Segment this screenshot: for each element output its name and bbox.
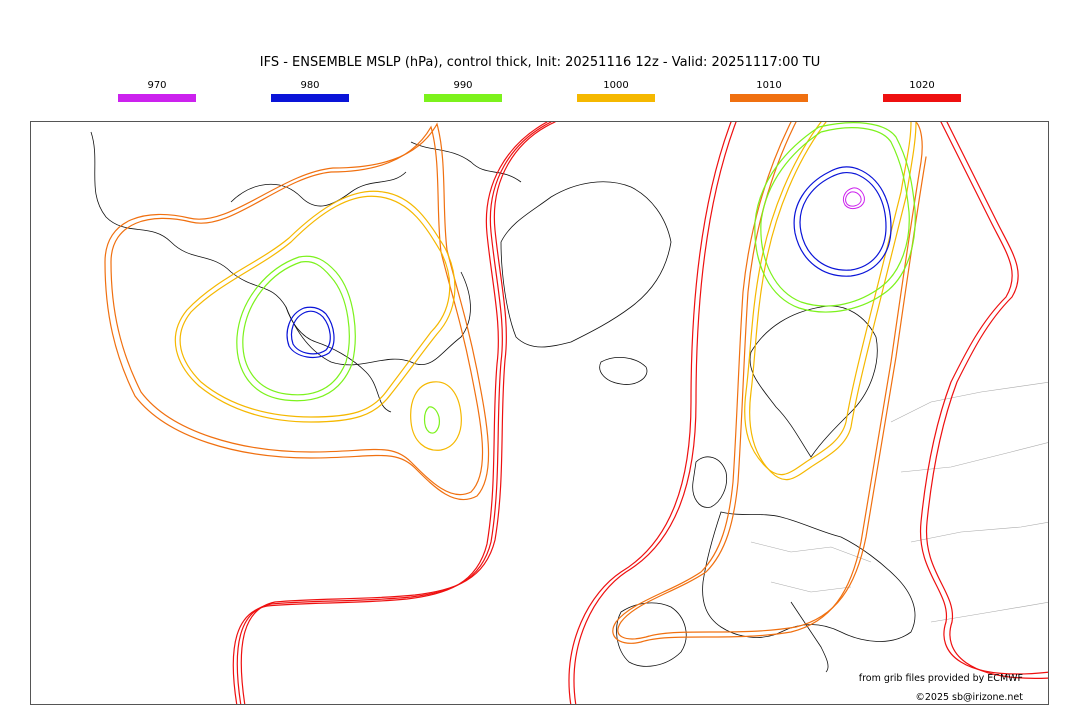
border-line [890, 381, 1048, 423]
isobar-1020-central-b [573, 122, 737, 704]
isobar-1010 [104, 122, 927, 644]
map-canvas [90, 122, 1048, 704]
map-panel [30, 121, 1049, 705]
coast-iceland [599, 357, 648, 385]
legend-label: 1000 [603, 80, 629, 91]
isobar-980 [286, 166, 892, 359]
coast-british-isles [692, 456, 728, 508]
copyright-credit: ©2025 sb@irizone.net [915, 692, 1023, 703]
isobar-1000-central-b [749, 122, 917, 481]
legend-item-1010: 1010 [730, 80, 808, 102]
isobar-1000-central [744, 122, 912, 476]
coast-scandinavia [749, 305, 878, 458]
isobar-1010-central [612, 122, 923, 644]
border-line [910, 522, 1048, 543]
isobars [104, 122, 1048, 704]
coast-europe [702, 511, 916, 642]
isobar-1000 [174, 122, 917, 481]
isobar-1020-east-b [925, 122, 1048, 679]
borders [750, 381, 1048, 623]
isobar-1020 [232, 122, 1048, 704]
isobar-970 [842, 187, 865, 210]
isobar-980-central [799, 171, 887, 271]
isobar-1000-small [410, 381, 462, 451]
legend-swatch [271, 94, 349, 102]
isobar-1010-central-b [617, 122, 927, 640]
legend-swatch [730, 94, 808, 102]
coast-labrador [285, 306, 392, 413]
coast-baffin [230, 171, 407, 207]
legend-label: 1020 [909, 80, 935, 91]
border-line [900, 442, 1048, 473]
isobar-990-central-b [754, 122, 916, 313]
source-credit: from grib files provided by ECMWF [858, 673, 1023, 684]
isobar-980-west [290, 310, 331, 355]
coastlines [90, 131, 916, 673]
legend-label: 980 [300, 80, 320, 91]
isobar-980-west-b [286, 306, 335, 359]
isobar-990-west [242, 260, 350, 396]
legend-swatch [883, 94, 961, 102]
isobar-1020-west-c [240, 122, 556, 704]
isobar-1020-west [236, 122, 552, 704]
isobar-980-central-b [793, 166, 892, 277]
isobar-1020-east [919, 122, 1048, 675]
coast-arctic-islands [410, 141, 522, 183]
border-line [750, 541, 872, 563]
isobar-970-central [845, 191, 862, 207]
map-title: IFS - ENSEMBLE MSLP (hPa), control thick… [259, 55, 821, 70]
legend-label: 990 [453, 80, 473, 91]
legend-swatch [424, 94, 502, 102]
legend-swatch [118, 94, 196, 102]
legend-item-980: 980 [271, 80, 349, 102]
legend-label: 970 [147, 80, 167, 91]
legend-item-1000: 1000 [577, 80, 655, 102]
isobar-1010-west-b [104, 122, 490, 501]
legend-item-990: 990 [424, 80, 502, 102]
isobar-970-central-b [842, 187, 865, 210]
coast-iberia [616, 602, 687, 667]
isobar-1000-west [179, 195, 451, 418]
legend-item-970: 970 [118, 80, 196, 102]
isobar-990 [236, 122, 916, 434]
border-line [770, 581, 852, 593]
isobar-990-central [760, 127, 910, 307]
isobar-1000-west-b [174, 190, 456, 423]
legend-label: 1010 [756, 80, 782, 91]
isobar-990-small [423, 406, 440, 434]
legend-item-1020: 1020 [883, 80, 961, 102]
legend-swatch [577, 94, 655, 102]
isobar-990-west-b [236, 255, 356, 402]
coast-italy [790, 601, 829, 673]
isobar-1020-central [568, 122, 732, 704]
border-line [930, 602, 1048, 623]
coast-hudson-baffin [90, 131, 471, 366]
isobar-1020-west-b [232, 122, 548, 704]
isobar-1010-west [110, 125, 484, 496]
coast-greenland [500, 181, 672, 348]
